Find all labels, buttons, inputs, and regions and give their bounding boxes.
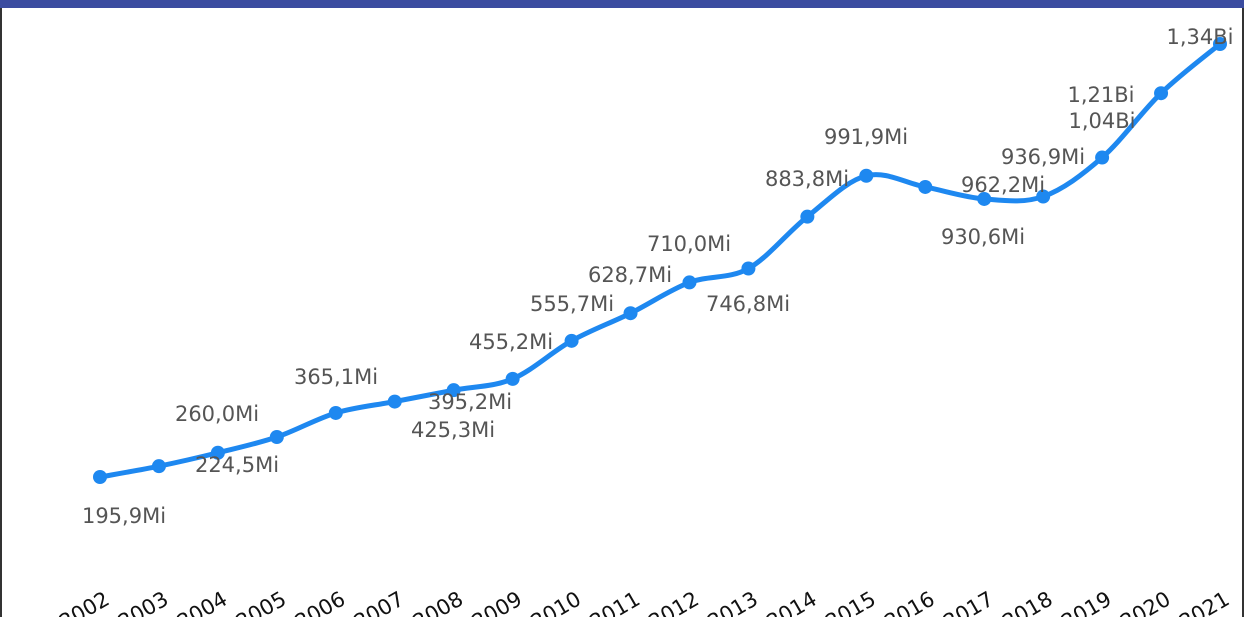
x-tick-label: 2009 [468,587,526,617]
point [682,275,697,290]
x-tick-label: 2006 [291,587,349,617]
point [1036,189,1051,204]
point [623,306,638,321]
point [151,459,166,474]
line [99,42,1222,480]
data-label: 962,2Mi [961,173,1045,197]
point [800,209,815,224]
point [1213,37,1227,51]
x-tick-label: 2014 [763,587,821,617]
data-label: 395,2Mi [428,390,512,414]
data-label: 746,8Mi [706,292,790,316]
data-label: 425,3Mi [411,418,495,442]
x-tick-label: 2003 [114,587,172,617]
data-label: 195,9Mi [82,504,166,528]
point [918,179,933,194]
point [1095,150,1110,165]
x-tick-label: 2012 [645,587,703,617]
x-tick-label: 2019 [1057,587,1115,617]
point [859,168,874,183]
data-label: 1,21Bi [1068,83,1135,107]
point [269,429,284,444]
data-label: 930,6Mi [941,225,1025,249]
x-tick-label: 2021 [1175,587,1233,617]
x-tick-label: 2011 [586,587,644,617]
data-label: 883,8Mi [765,167,849,191]
point [564,333,579,348]
data-label: 1,34Bi [1167,25,1234,49]
x-tick-label: 2015 [822,587,880,617]
x-tick-label: 2004 [173,587,231,617]
point [210,445,225,460]
x-tick-label: 2017 [939,587,997,617]
x-tick-label: 2016 [880,587,938,617]
point [446,383,461,398]
point [1154,86,1169,101]
data-label: 1,04Bi [1069,109,1136,133]
point [977,191,992,206]
point [387,394,402,409]
x-tick-label: 2010 [527,587,585,617]
data-label: 365,1Mi [294,365,378,389]
x-tick-label: 2018 [998,587,1056,617]
point [328,405,343,420]
top-bar [0,0,1244,8]
data-label: 555,7Mi [530,292,614,316]
point [505,371,520,386]
data-label: 710,0Mi [647,232,731,256]
x-tick-label: 2007 [350,587,408,617]
x-tick-label: 2020 [1116,587,1174,617]
x-tick-label: 2005 [232,587,290,617]
x-tick-label: 2013 [704,587,762,617]
data-label: 260,0Mi [175,402,259,426]
data-label: 991,9Mi [824,125,908,149]
point [741,261,756,276]
data-label: 455,2Mi [469,330,553,354]
x-tick-label: 2008 [409,587,467,617]
data-label: 628,7Mi [588,263,672,287]
data-label: 936,9Mi [1001,145,1085,169]
point [93,470,107,484]
data-label: 224,5Mi [195,453,279,477]
x-tick-label: 2002 [55,587,113,617]
